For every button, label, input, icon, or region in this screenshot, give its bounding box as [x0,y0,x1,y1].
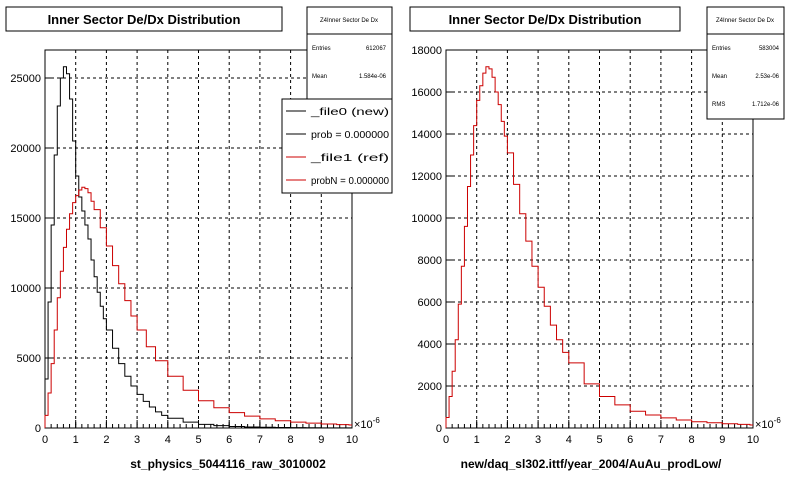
right-stats-mean-label: Mean [712,74,727,80]
legend-entry-label: prob = 0.000000 [311,130,389,141]
left-x-tick-label: 1 [73,434,79,446]
right-x-tick-label: 8 [689,434,695,446]
left-x-tick-label: 4 [165,434,171,446]
right-y-tick-label: 18000 [411,45,442,57]
right-x-tick-label: 0 [443,434,449,446]
left-x-tick-label: 6 [226,434,232,446]
right-y-tick-label: 6000 [418,297,442,309]
left-series-0-line [44,66,352,429]
left-x-tick-label: 8 [288,434,294,446]
right-x-tick-label: 1 [474,434,480,446]
left-x-axis-label: st_physics_5044116_raw_3010002 [130,457,326,471]
right-title-box [409,6,681,32]
right-y-tick-label: 4000 [418,339,442,351]
left-y-tick-label: 20000 [10,143,41,155]
left-legend: _file0 (new) prob = 0.000000 _file1 (ref) p… [281,98,393,194]
left-stats-title: Z4Inner Sector De Dx [320,18,378,24]
right-chart: Inner Sector De/Dx Distribution 02000400… [409,6,785,471]
right-stats-rms-value: 1.712e-06 [752,102,780,108]
left-y-tick-label: 5000 [17,353,41,365]
right-y-axis: 0 2000 4000 6000 8000 10000 12000 14000 16000 180… [411,45,455,435]
right-stats-entries-value: 583004 [759,46,780,52]
right-x-tick-label: 7 [658,434,664,446]
right-x-axis-label: new/daq_sl302.ittf/year_2004/AuAu_prodLo… [461,457,722,471]
right-x-exponent-power: -6 [774,416,782,425]
left-x-exponent-power: -6 [373,416,381,425]
right-x-tick-label: 3 [535,434,541,446]
left-x-exponent-base: ×10 [354,419,373,431]
right-x-exponent: ×10-6 [755,416,781,431]
left-stats-mean-label: Mean [312,74,327,80]
left-x-tick-label: 3 [134,434,140,446]
left-y-tick-label: 10000 [10,283,41,295]
left-chart-title: Inner Sector De/Dx Distribution [48,12,241,27]
right-y-tick-label: 12000 [411,171,442,183]
left-stats-entries-label: Entries [312,46,331,52]
left-chart: Inner Sector De/Dx Distribution 05000100… [5,6,393,471]
left-y-tick-label: 25000 [10,73,41,85]
legend-entry-label: probN = 0.000000 [311,176,389,187]
right-stats-mean-value: 2.53e-06 [755,74,779,80]
right-y-tick-label: 0 [436,423,442,435]
right-x-tick-label: 10 [747,434,759,446]
right-stats-title: Z4Inner Sector De Dx [716,18,774,24]
left-x-exponent: ×10-6 [354,416,380,431]
legend-entry-label: _file0 (new) [309,107,389,118]
left-stats-mean-value: 1.584e-06 [359,74,387,80]
right-x-tick-label: 9 [719,434,725,446]
right-series-0-line [445,66,753,428]
left-stats-entries-value: 612067 [366,46,387,52]
right-x-tick-label: 2 [504,434,510,446]
right-y-tick-label: 2000 [418,381,442,393]
left-x-tick-label: 2 [103,434,109,446]
right-y-tick-label: 10000 [411,213,442,225]
right-y-tick-label: 8000 [418,255,442,267]
right-chart-title: Inner Sector De/Dx Distribution [449,12,642,27]
right-x-axis: 0 1 2 3 4 5 6 7 8 9 10 [443,420,759,446]
legend-entry-label: _file1 (ref) [309,153,389,164]
right-x-tick-label: 6 [627,434,633,446]
right-x-exponent-base: ×10 [755,419,774,431]
right-stats-rms-label: RMS [712,102,725,108]
left-legend-entries: _file0 (new) prob = 0.000000 _file1 (ref) p… [286,107,389,187]
left-x-tick-label: 9 [318,434,324,446]
left-x-tick-label: 10 [346,434,358,446]
right-stats-frame [706,6,785,120]
right-stats-box: Z4Inner Sector De Dx Entries 583004 Mean… [706,6,785,120]
left-x-tick-label: 5 [195,434,201,446]
left-title-box [5,6,283,32]
right-y-tick-label: 16000 [411,87,442,99]
left-series-1-line [44,186,352,428]
left-legend-frame [281,98,393,194]
right-x-tick-label: 4 [566,434,572,446]
right-series-group [445,66,753,428]
right-stats-entries-label: Entries [712,46,731,52]
left-y-tick-label: 0 [35,423,41,435]
left-x-tick-label: 7 [257,434,263,446]
left-x-tick-label: 0 [42,434,48,446]
right-x-tick-label: 5 [596,434,602,446]
left-series-group [44,66,352,429]
left-y-tick-label: 15000 [10,213,41,225]
left-y-axis: 0 5000 10000 15000 20000 25000 [10,73,54,435]
right-y-tick-label: 14000 [411,129,442,141]
